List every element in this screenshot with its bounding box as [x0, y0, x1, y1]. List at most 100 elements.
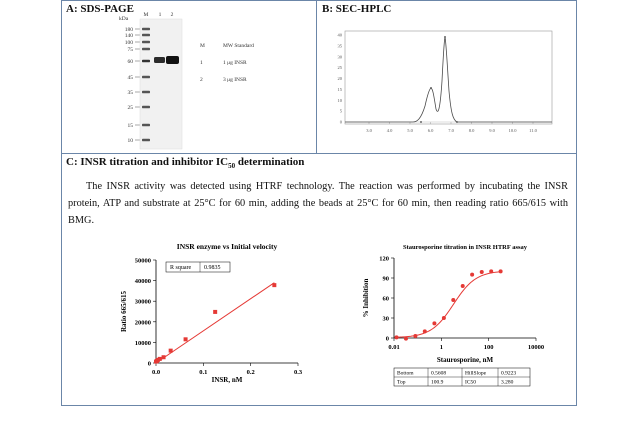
chart-title: Staurosporine titration in INSR HTRF ass… — [403, 244, 528, 251]
data-point — [168, 348, 173, 353]
x-tick-label: 10000 — [528, 344, 544, 351]
data-point — [413, 334, 418, 338]
x-tick-label: 0.3 — [294, 369, 303, 376]
gel-legend-key: M — [200, 43, 205, 49]
integration-marker-end — [456, 121, 458, 123]
hplc-x-tick-label: 11.0 — [529, 128, 537, 133]
sigmoid-fit-curve — [396, 271, 501, 338]
lane-1-band — [154, 57, 165, 63]
x-tick-label: 1 — [440, 344, 443, 351]
hplc-x-tick-label: 3.0 — [366, 128, 372, 133]
fit-table-cell: 0.5608 — [431, 371, 446, 377]
data-point — [157, 356, 162, 361]
sec-hplc-chromatogram: 40 35 30 25 20 15 10 5 0 3.0 4.0 5.0 6.0 7.0 8.0 9.0 10… — [338, 30, 553, 133]
y-tick-label: 10000 — [135, 340, 151, 347]
data-point — [460, 284, 465, 288]
y-tick-label: 30000 — [135, 299, 151, 306]
gel-image — [139, 18, 183, 150]
hplc-x-tick-label: 6.0 — [428, 128, 434, 133]
data-point — [394, 335, 399, 340]
hplc-x-tick-label: 7.0 — [448, 128, 454, 133]
x-axis-label: INSR, nM — [212, 376, 243, 384]
fit-table-cell: Bottom — [397, 371, 414, 377]
hplc-x-tick-label: 5.0 — [407, 128, 413, 133]
r-square-label: R square — [170, 265, 191, 271]
panel-c-frame — [61, 153, 577, 406]
fit-table-cell: HillSlope — [465, 371, 487, 377]
mw-tick-label: 15 — [128, 123, 134, 129]
marker-band — [142, 40, 150, 44]
hplc-y-tick-label: 15 — [338, 87, 343, 92]
integration-marker-start — [420, 121, 422, 123]
y-tick-label: 20000 — [135, 319, 151, 326]
x-tick-label: 100 — [484, 344, 494, 351]
y-tick-label: 50000 — [135, 258, 151, 265]
mw-tick-label: 35 — [128, 90, 134, 96]
data-point — [403, 336, 408, 341]
hplc-y-tick-label: 0 — [340, 120, 343, 125]
data-point — [498, 269, 503, 274]
data-point — [432, 321, 437, 326]
marker-band — [142, 90, 150, 94]
lane-label: 1 — [159, 12, 162, 18]
marker-band — [142, 138, 150, 142]
fit-table-cell: 3.280 — [501, 380, 514, 386]
data-point — [213, 309, 218, 314]
y-tick-label: 0 — [386, 336, 389, 343]
data-point — [183, 337, 188, 342]
fit-table-cell: 0.9223 — [501, 371, 516, 377]
gel-legend-key: 1 — [200, 60, 203, 66]
data-point — [479, 270, 484, 274]
lane-label: M — [144, 12, 149, 18]
hplc-y-tick-label: 5 — [340, 109, 343, 114]
hplc-y-tick-label: 25 — [338, 65, 343, 70]
y-axis-label: Ratio 665/615 — [120, 290, 128, 332]
y-tick-label: 120 — [379, 256, 389, 263]
r-square-box — [165, 261, 231, 273]
gel-legend-key: 2 — [200, 77, 203, 83]
data-point — [272, 283, 277, 288]
staurosporine-titration-chart: Staurosporine titration in INSR HTRF ass… — [362, 244, 544, 387]
method-paragraph: The INSR activity was detected using HTR… — [68, 181, 568, 226]
fit-table-cell: Top — [397, 380, 406, 386]
lane-2-band — [166, 56, 179, 64]
r-square-value: 0.9835 — [204, 265, 221, 271]
chart-title: INSR enzyme vs Initial velocity — [177, 242, 278, 251]
mw-tick-label: 25 — [128, 105, 134, 111]
gel-legend-desc: MW Standard — [223, 43, 254, 49]
hplc-y-tick-label: 10 — [338, 98, 343, 103]
mw-tick-label: 140 — [125, 33, 134, 39]
x-tick-label: 0.2 — [247, 369, 255, 376]
hplc-y-tick-label: 20 — [338, 76, 343, 81]
data-point — [489, 269, 494, 274]
y-tick-label: 40000 — [135, 278, 151, 285]
lane-label: 2 — [171, 12, 174, 18]
marker-band — [142, 59, 150, 63]
hplc-x-tick-label: 10.0 — [509, 128, 518, 133]
gel-legend-desc: 3 μg INSR — [223, 77, 247, 83]
method-description: The INSR activity was detected using HTR… — [68, 178, 568, 229]
hplc-y-tick-label: 40 — [338, 33, 343, 38]
hplc-x-tick-label: 4.0 — [387, 128, 393, 133]
panel-c-title-sub: 50 — [228, 162, 236, 171]
y-tick-label: 0 — [148, 361, 151, 368]
y-tick-label: 60 — [383, 296, 390, 303]
data-point — [161, 355, 166, 360]
x-axis-label: Staurosporine, nM — [437, 356, 494, 364]
mw-tick-label: 60 — [128, 59, 134, 65]
panel-c-title-main: C: INSR titration and inhibitor IC — [66, 156, 229, 168]
marker-band — [142, 75, 150, 79]
data-point — [422, 329, 427, 334]
marker-band — [142, 27, 150, 31]
y-tick-label: 90 — [383, 276, 390, 283]
x-tick-label: 0.0 — [152, 369, 160, 376]
hplc-x-tick-label: 9.0 — [489, 128, 495, 133]
y-tick-label: 30 — [383, 316, 390, 323]
y-axis-label: % Inhibition — [362, 279, 370, 318]
hplc-x-tick-label: 8.0 — [469, 128, 475, 133]
x-tick-label: 0.01 — [388, 344, 399, 351]
marker-band — [142, 123, 150, 127]
data-point — [441, 316, 446, 320]
data-point — [470, 272, 475, 277]
